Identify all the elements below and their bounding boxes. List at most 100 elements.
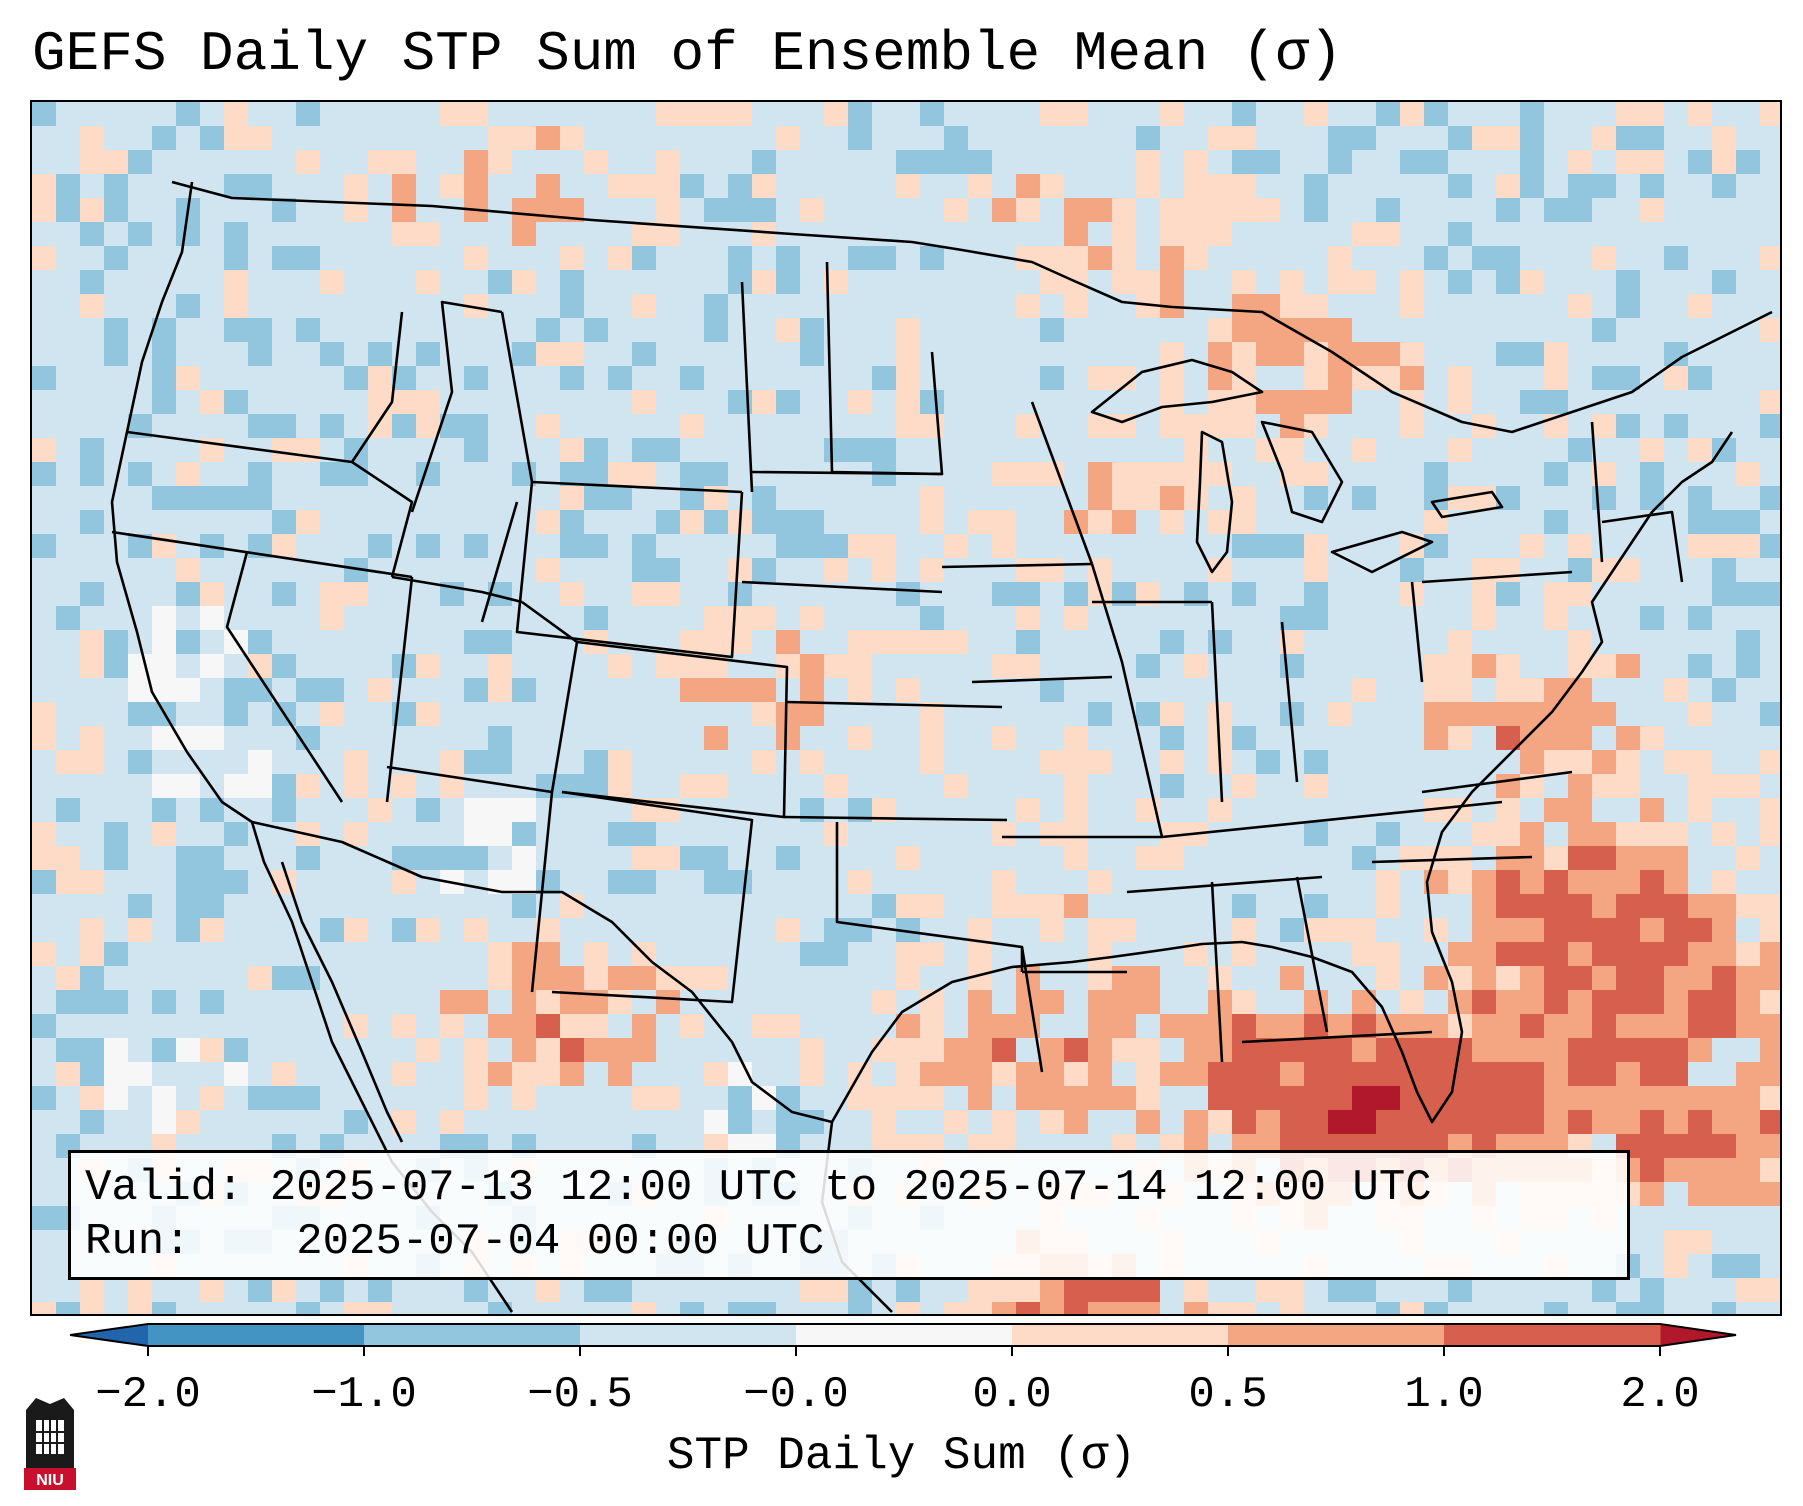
anomaly-cell: [152, 1086, 176, 1110]
anomaly-cell: [1592, 1062, 1616, 1086]
anomaly-cell: [176, 366, 200, 390]
anomaly-cell: [632, 822, 656, 846]
anomaly-cell: [1376, 1038, 1400, 1062]
anomaly-cell: [1160, 198, 1184, 222]
anomaly-cell: [1376, 222, 1400, 246]
anomaly-cell: [1304, 342, 1328, 366]
anomaly-cell: [1376, 942, 1400, 966]
anomaly-cell: [512, 342, 536, 366]
anomaly-cell: [968, 990, 992, 1014]
anomaly-cell: [1208, 342, 1232, 366]
anomaly-cell: [656, 966, 680, 990]
anomaly-cell: [416, 414, 440, 438]
anomaly-cell: [224, 222, 248, 246]
anomaly-cell: [224, 774, 248, 798]
anomaly-cell: [1304, 1038, 1328, 1062]
anomaly-cell: [1328, 390, 1352, 414]
anomaly-cell: [1688, 606, 1712, 630]
border-co: [561, 640, 789, 819]
border-wy: [515, 481, 744, 659]
anomaly-cell: [224, 270, 248, 294]
anomaly-cell: [1496, 1038, 1520, 1062]
anomaly-cell: [1160, 1014, 1184, 1038]
anomaly-cell: [1184, 1302, 1208, 1314]
anomaly-cell: [1664, 1134, 1688, 1158]
anomaly-cell: [1424, 102, 1448, 126]
anomaly-cell: [776, 390, 800, 414]
anomaly-cell: [1160, 702, 1184, 726]
anomaly-cell: [344, 822, 368, 846]
anomaly-cell: [416, 390, 440, 414]
anomaly-cell: [1160, 630, 1184, 654]
anomaly-cell: [1304, 1110, 1328, 1134]
anomaly-cell: [1160, 1062, 1184, 1086]
anomaly-cell: [224, 390, 248, 414]
anomaly-cell: [200, 606, 224, 630]
anomaly-cell: [176, 582, 200, 606]
anomaly-cell: [656, 198, 680, 222]
anomaly-cell: [104, 990, 128, 1014]
anomaly-cell: [632, 534, 656, 558]
anomaly-cell: [128, 1302, 152, 1314]
anomaly-cell: [1304, 390, 1328, 414]
anomaly-cell: [512, 990, 536, 1014]
anomaly-cell: [104, 630, 128, 654]
anomaly-cell: [1520, 678, 1544, 702]
anomaly-cell: [1640, 846, 1664, 870]
anomaly-cell: [176, 294, 200, 318]
anomaly-cell: [152, 606, 176, 630]
anomaly-cell: [224, 678, 248, 702]
anomaly-cell: [320, 270, 344, 294]
anomaly-cell: [608, 486, 632, 510]
anomaly-cell: [1472, 1086, 1496, 1110]
anomaly-cell: [560, 534, 584, 558]
anomaly-cell: [1088, 750, 1112, 774]
anomaly-cell: [1520, 1086, 1544, 1110]
anomaly-cell: [80, 1110, 104, 1134]
anomaly-cell: [632, 1014, 656, 1038]
anomaly-cell: [584, 438, 608, 462]
border-ia-mo: [971, 675, 1113, 684]
anomaly-cell: [776, 702, 800, 726]
anomaly-cell: [1760, 1158, 1780, 1182]
anomaly-cell: [1040, 678, 1064, 702]
anomaly-cell: [56, 870, 80, 894]
anomaly-cell: [1640, 798, 1664, 822]
anomaly-cell: [728, 1302, 752, 1314]
anomaly-cell: [272, 1062, 296, 1086]
anomaly-cell: [1520, 918, 1544, 942]
colorbar-ticks: −2.0 −1.0 −0.5 −0.0 0.0 0.5 1.0 2.0: [95, 1346, 1700, 1420]
anomaly-cell: [608, 774, 632, 798]
anomaly-cell: [176, 486, 200, 510]
anomaly-cell: [1232, 270, 1256, 294]
anomaly-cell: [464, 846, 488, 870]
anomaly-cell: [1352, 990, 1376, 1014]
anomaly-cell: [1448, 366, 1472, 390]
anomaly-cell: [1496, 1062, 1520, 1086]
anomaly-cell: [1736, 990, 1760, 1014]
anomaly-cell: [1760, 702, 1780, 726]
valid-line: Valid: 2025-07-13 12:00 UTC to 2025-07-1…: [85, 1161, 1613, 1215]
anomaly-cell: [1184, 438, 1208, 462]
anomaly-cell: [1616, 750, 1640, 774]
anomaly-cell: [776, 918, 800, 942]
border-ca-nv: [225, 551, 344, 803]
anomaly-cell: [896, 174, 920, 198]
border-or-id: [351, 460, 414, 578]
anomaly-cell: [56, 990, 80, 1014]
anomaly-cell: [1760, 1062, 1780, 1086]
anomaly-cell: [728, 198, 752, 222]
anomaly-cell: [1616, 942, 1640, 966]
anomaly-cell: [848, 246, 872, 270]
anomaly-cell: [536, 510, 560, 534]
anomaly-cell: [728, 558, 752, 582]
anomaly-cell: [1616, 150, 1640, 174]
anomaly-cell: [1376, 1302, 1400, 1314]
anomaly-cell: [776, 126, 800, 150]
anomaly-cell: [824, 774, 848, 798]
anomaly-cell: [584, 750, 608, 774]
anomaly-cell: [200, 870, 224, 894]
anomaly-cell: [1088, 1062, 1112, 1086]
anomaly-cell: [1760, 390, 1780, 414]
anomaly-cell: [1736, 1014, 1760, 1038]
